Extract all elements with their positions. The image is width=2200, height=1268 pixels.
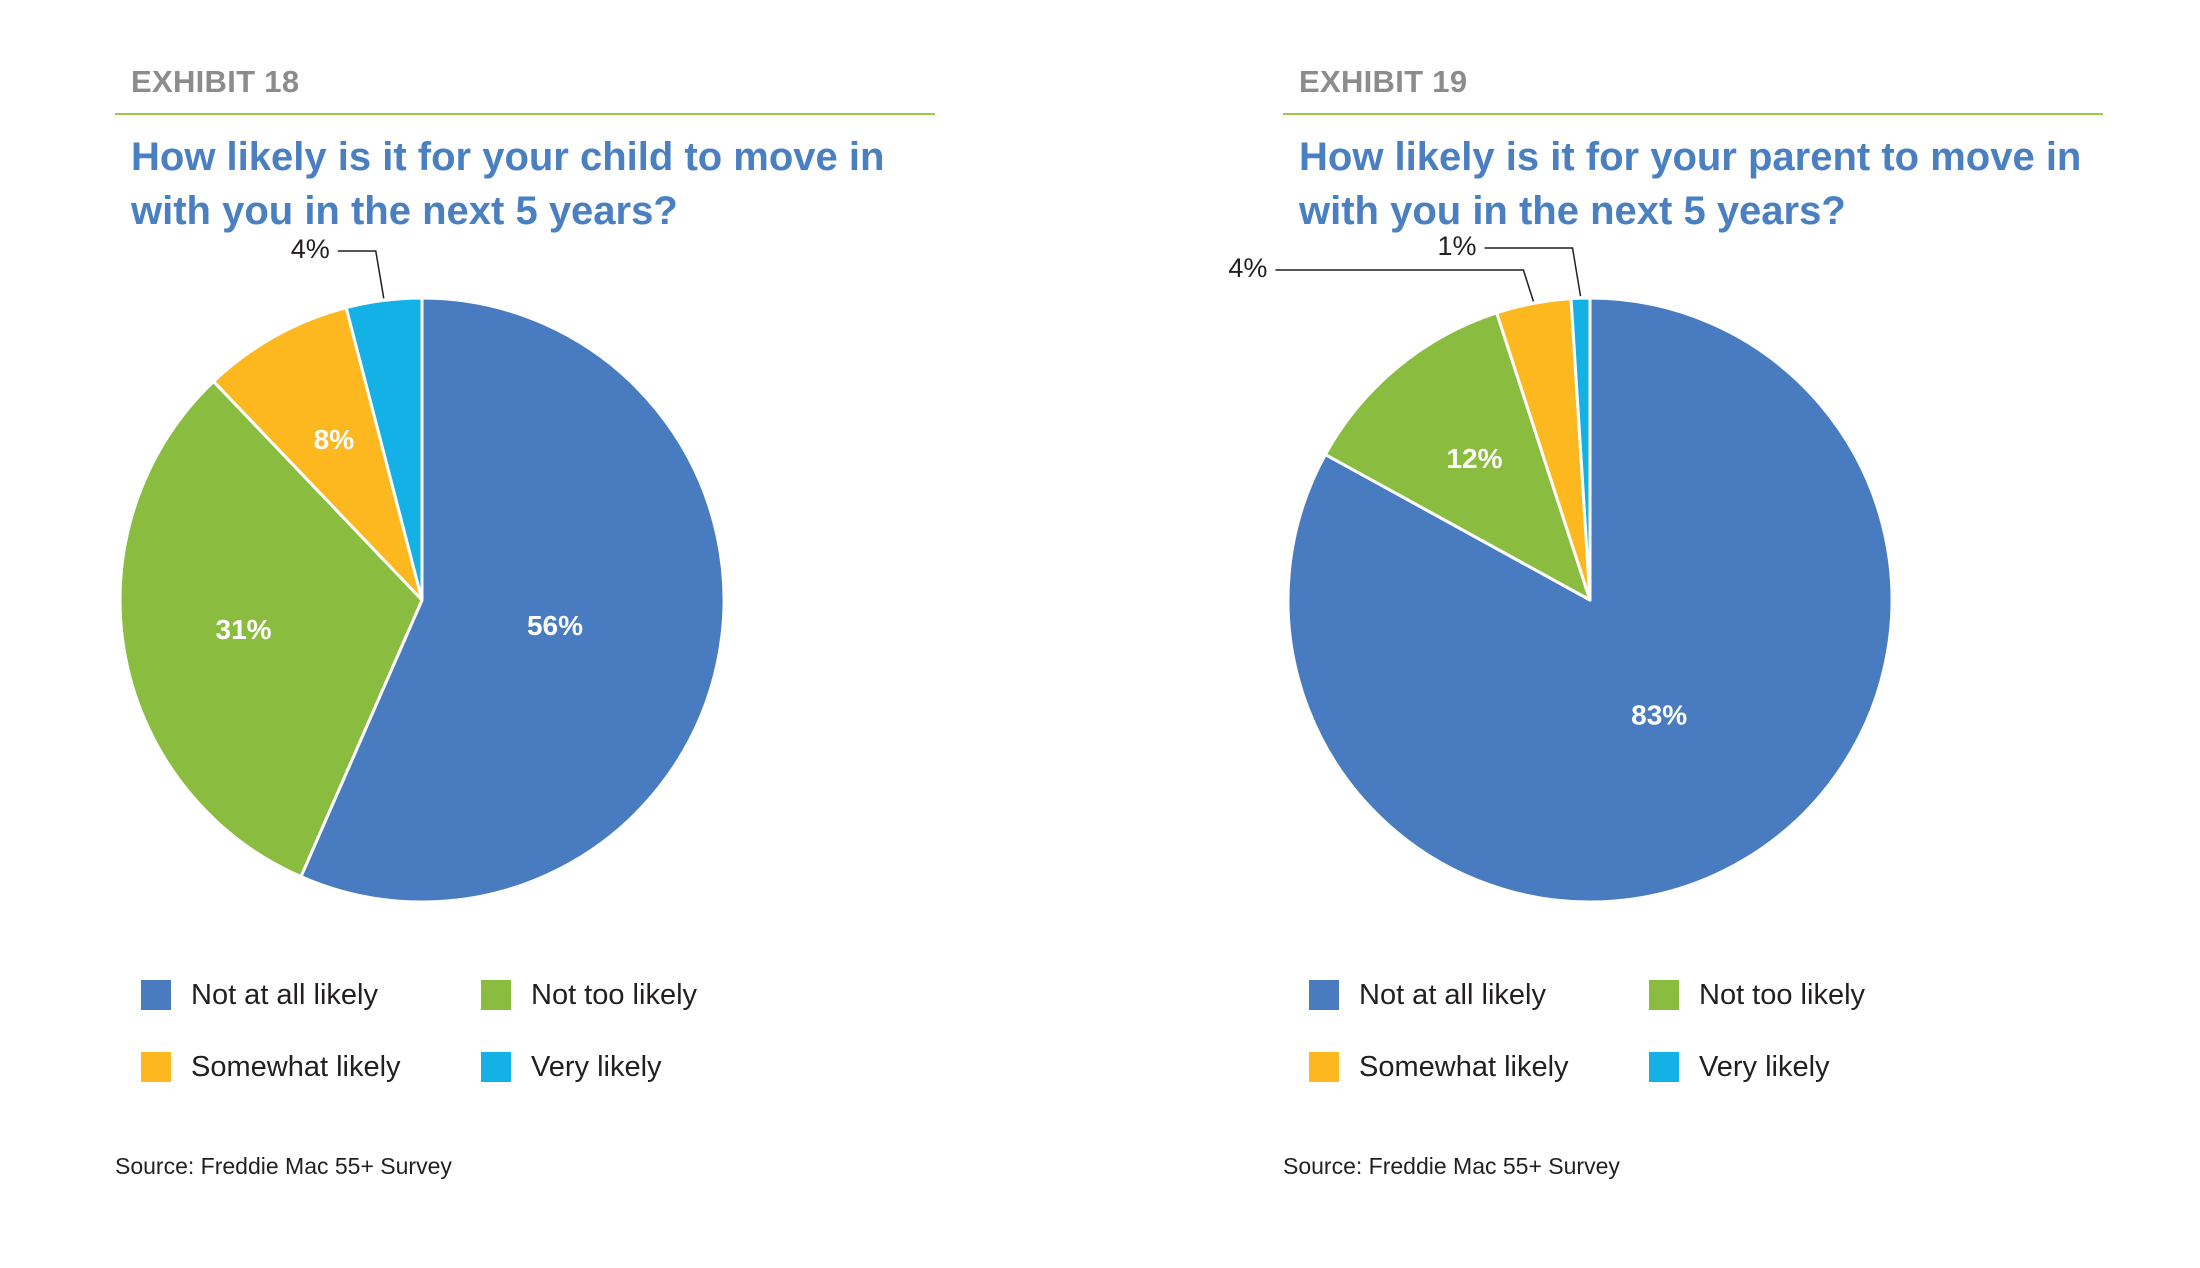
slice-label-somewhat-likely: 4% bbox=[1228, 253, 1267, 283]
legend-swatch bbox=[1309, 1052, 1339, 1082]
legend-swatch bbox=[141, 980, 171, 1010]
legend-item-very-likely: Very likely bbox=[1649, 1047, 1830, 1087]
title-divider bbox=[1283, 113, 2103, 115]
chart-legend: Not at all likely Not too likely Somewha… bbox=[1309, 975, 2009, 1085]
chart-panel-exhibit-18: EXHIBIT 18 How likely is it for your chi… bbox=[115, 0, 955, 1268]
source-note: Source: Freddie Mac 55+ Survey bbox=[115, 1153, 452, 1179]
slice-label-somewhat-likely: 8% bbox=[314, 424, 355, 455]
pie-slice-very-likely bbox=[1569, 296, 1592, 602]
pie-chart: 56% 31% 8% 4% bbox=[118, 234, 726, 904]
leader-line-very-likely bbox=[1484, 247, 1582, 297]
legend-label: Not too likely bbox=[1699, 978, 1866, 1011]
leader-line-somewhat-likely bbox=[1275, 269, 1535, 302]
legend-item-not-at-all-likely: Not at all likely bbox=[1309, 975, 1546, 1015]
legend-swatch bbox=[1649, 980, 1679, 1010]
legend-swatch bbox=[481, 1052, 511, 1082]
legend-label: Very likely bbox=[531, 1050, 662, 1083]
legend-swatch bbox=[141, 1052, 171, 1082]
legend-item-not-at-all-likely: Not at all likely bbox=[141, 975, 378, 1015]
legend-item-not-too-likely: Not too likely bbox=[481, 975, 697, 1015]
legend-item-not-too-likely: Not too likely bbox=[1649, 975, 1865, 1015]
slice-label-very-likely: 1% bbox=[1437, 231, 1476, 261]
chart-legend: Not at all likely Not too likely Somewha… bbox=[141, 975, 841, 1085]
slice-label-not-at-all-likely: 56% bbox=[527, 610, 583, 641]
pie-slice-not-too-likely bbox=[1323, 311, 1592, 602]
leader-line-very-likely bbox=[337, 250, 385, 299]
pie-slice-not-at-all-likely bbox=[299, 296, 726, 904]
chart-panel-exhibit-19: EXHIBIT 19 How likely is it for your par… bbox=[1228, 0, 2123, 1268]
legend-swatch bbox=[1309, 980, 1339, 1010]
pie-slice-not-too-likely bbox=[118, 379, 424, 879]
slice-label-very-likely: 4% bbox=[291, 234, 330, 264]
pie-slice-somewhat-likely bbox=[212, 306, 424, 602]
exhibit-label: EXHIBIT 18 bbox=[131, 64, 300, 99]
legend-swatch bbox=[1649, 1052, 1679, 1082]
legend-item-somewhat-likely: Somewhat likely bbox=[1309, 1047, 1569, 1087]
chart-title: How likely is it for your child to move … bbox=[131, 135, 885, 233]
legend-label: Somewhat likely bbox=[191, 1050, 401, 1083]
title-divider bbox=[115, 113, 935, 115]
legend-swatch bbox=[481, 980, 511, 1010]
slice-label-not-too-likely: 31% bbox=[216, 614, 272, 645]
legend-label: Not at all likely bbox=[1359, 978, 1546, 1011]
legend-item-very-likely: Very likely bbox=[481, 1047, 662, 1087]
source-note: Source: Freddie Mac 55+ Survey bbox=[1283, 1153, 1620, 1179]
slice-label-not-at-all-likely: 83% bbox=[1631, 699, 1687, 730]
exhibit-label: EXHIBIT 19 bbox=[1299, 64, 1468, 99]
pie-chart: 83% 12% 4% 1% bbox=[1228, 231, 1894, 904]
legend-label: Not at all likely bbox=[191, 978, 378, 1011]
legend-label: Somewhat likely bbox=[1359, 1050, 1569, 1083]
pie-slice-very-likely bbox=[344, 296, 424, 602]
slice-label-not-too-likely: 12% bbox=[1446, 443, 1502, 474]
legend-label: Not too likely bbox=[531, 978, 698, 1011]
legend-label: Very likely bbox=[1699, 1050, 1830, 1083]
legend-item-somewhat-likely: Somewhat likely bbox=[141, 1047, 401, 1087]
chart-title: How likely is it for your parent to move… bbox=[1299, 135, 2082, 233]
